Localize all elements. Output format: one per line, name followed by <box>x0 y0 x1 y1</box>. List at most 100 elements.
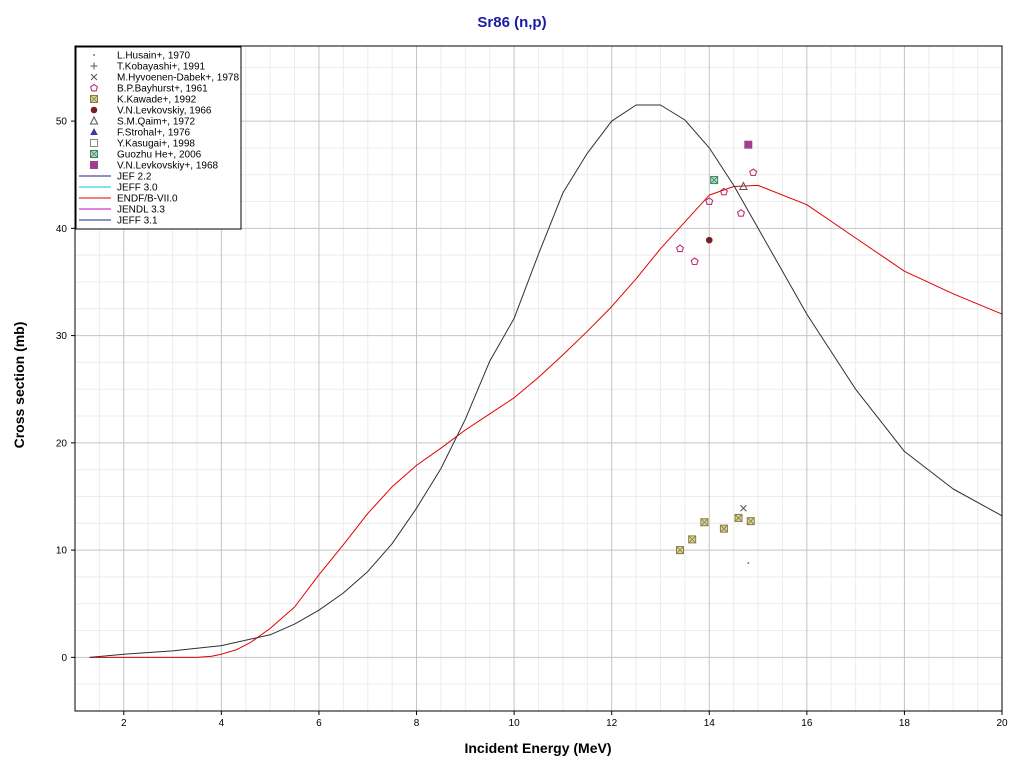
legend-item: JENDL 3.3 <box>79 205 165 216</box>
marker-shape <box>89 83 99 92</box>
plot-frame <box>74 45 1003 712</box>
legend-item: L.Husain+, 1970 <box>93 51 191 62</box>
marker-cross <box>710 176 718 184</box>
marker-shape <box>89 115 99 125</box>
axis-ticks: 2 4 6 8 10 12 14 16 18 20 0 10 20 30 40 50 <box>56 117 1008 729</box>
legend-label: S.M.Qaim+, 1972 <box>117 117 196 128</box>
legend-label: B.P.Bayhurst+, 1961 <box>117 84 208 95</box>
x-tick-label: 10 <box>509 718 521 729</box>
legend-item: Guozhu He+, 2006 <box>90 150 202 161</box>
legend-item: F.Strohal+, 1976 <box>90 128 191 139</box>
marker-shape <box>90 106 98 114</box>
legend-box <box>75 46 242 230</box>
legend-marker <box>89 83 99 92</box>
marker-shape <box>705 197 714 205</box>
legend-label: ENDF/B-VII.0 <box>117 194 178 205</box>
legend-item: M.Hyvoenen-Dabek+, 1978 <box>90 73 239 84</box>
series-line-16 <box>89 104 1003 658</box>
data-point <box>746 517 755 526</box>
data-point <box>719 187 728 196</box>
data-point <box>705 236 713 244</box>
marker-shape <box>747 562 750 564</box>
data-point <box>744 140 753 149</box>
marker-cross <box>688 535 696 544</box>
legend-item: B.P.Bayhurst+, 1961 <box>89 83 208 95</box>
data-point <box>710 176 719 185</box>
x-axis-label: Incident Energy (MeV) <box>464 740 612 756</box>
points-layer <box>675 140 758 564</box>
legend-marker <box>90 95 98 103</box>
marker-cross <box>746 517 755 525</box>
legend-item: Y.Kasugai+, 1998 <box>90 139 195 150</box>
legend-marker <box>90 128 98 135</box>
marker-shape <box>90 161 98 169</box>
data-point <box>740 504 747 512</box>
legend-marker <box>90 73 98 81</box>
data-point <box>700 518 709 527</box>
legend-label: JENDL 3.3 <box>117 205 165 216</box>
data-point <box>690 257 699 266</box>
data-point <box>749 168 758 177</box>
legend-item: T.Kobayashi+, 1991 <box>90 62 206 73</box>
marker-cross <box>700 518 709 527</box>
data-point <box>738 181 748 191</box>
y-tick-label: 0 <box>61 653 67 664</box>
marker-shape <box>719 187 728 196</box>
data-point <box>719 524 728 533</box>
legend-item: JEF 2.2 <box>79 172 152 183</box>
marker-shape <box>738 181 748 191</box>
marker-shape <box>749 168 758 177</box>
x-tick-label: 4 <box>219 718 225 729</box>
marker-shape <box>705 236 713 244</box>
marker-shape <box>90 73 98 81</box>
marker-cross <box>90 150 98 158</box>
marker-cross <box>734 514 743 522</box>
legend-item: JEFF 3.1 <box>79 216 158 227</box>
legend-label: Y.Kasugai+, 1998 <box>117 139 195 150</box>
x-tick-label: 14 <box>704 718 716 729</box>
marker-shape <box>690 257 699 266</box>
y-tick-label: 50 <box>56 117 68 128</box>
marker-shape <box>90 128 98 135</box>
x-tick-label: 12 <box>606 718 618 729</box>
series-line-13 <box>89 184 1003 658</box>
legend-item: V.N.Levkovskiy, 1966 <box>90 106 212 117</box>
legend-label: L.Husain+, 1970 <box>117 51 191 62</box>
legend-label: F.Strohal+, 1976 <box>117 128 191 139</box>
x-tick-label: 8 <box>414 718 420 729</box>
marker-cross <box>90 95 98 103</box>
legend-item: ENDF/B-VII.0 <box>79 194 178 205</box>
legend-item: V.N.Levkovskiy+, 1968 <box>90 161 219 172</box>
marker-shape <box>740 504 747 512</box>
marker-shape <box>90 139 98 147</box>
legend-label: M.Hyvoenen-Dabek+, 1978 <box>117 73 239 84</box>
series-layer <box>89 104 1003 658</box>
marker-shape <box>736 209 746 217</box>
data-point <box>688 535 697 544</box>
legend-label: JEF 2.2 <box>117 172 152 183</box>
x-tick-label: 2 <box>121 718 127 729</box>
legend-label: V.N.Levkovskiy+, 1968 <box>117 161 219 172</box>
y-tick-label: 10 <box>56 546 68 557</box>
y-tick-label: 30 <box>56 331 68 342</box>
legend-label: Guozhu He+, 2006 <box>117 150 202 161</box>
marker-shape <box>675 244 685 253</box>
legend-item: JEFF 3.0 <box>79 183 158 194</box>
x-tick-label: 16 <box>801 718 813 729</box>
marker-shape <box>90 62 98 70</box>
data-point <box>734 513 743 522</box>
legend-label: K.Kawade+, 1992 <box>117 95 197 106</box>
x-tick-label: 20 <box>996 718 1008 729</box>
data-point <box>736 209 746 217</box>
legend-marker <box>90 150 98 158</box>
y-tick-label: 20 <box>56 438 68 449</box>
legend-item: S.M.Qaim+, 1972 <box>89 115 196 128</box>
data-point <box>675 546 684 555</box>
marker-shape <box>93 54 95 56</box>
marker-cross <box>676 546 684 554</box>
legend-label: JEFF 3.1 <box>117 216 158 227</box>
legend-marker <box>93 54 95 56</box>
marker-shape <box>744 140 753 149</box>
y-tick-label: 40 <box>56 224 68 235</box>
